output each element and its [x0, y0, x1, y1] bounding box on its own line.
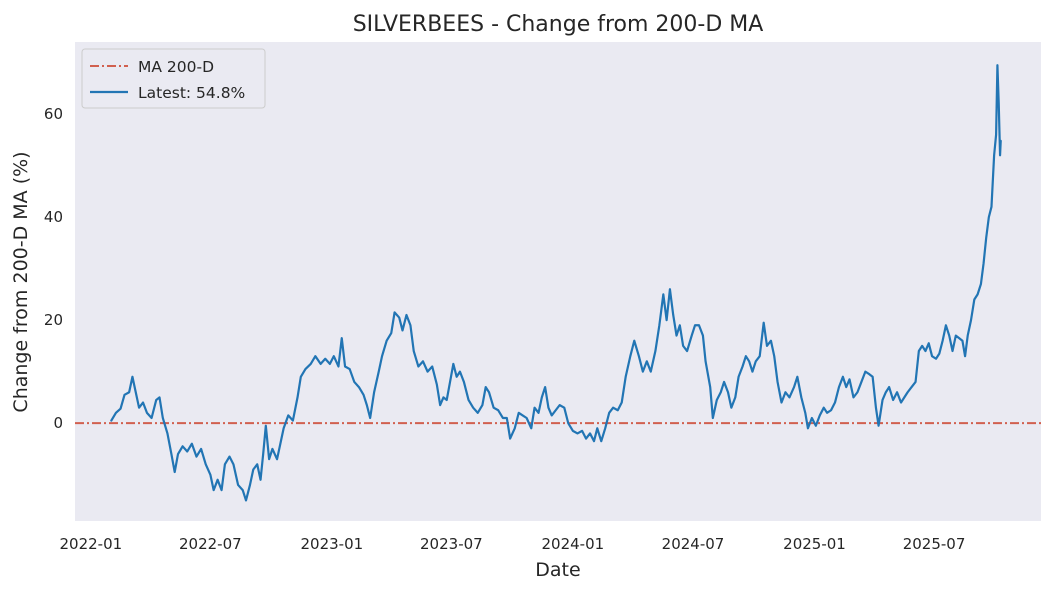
x-tick-label: 2024-01: [542, 535, 605, 553]
y-tick-label: 20: [44, 311, 63, 329]
x-tick-labels: 2022-01 2022-07 2023-01 2023-07 2024-01 2024-…: [60, 535, 966, 553]
x-tick-label: 2025-07: [903, 535, 966, 553]
x-tick-label: 2023-07: [420, 535, 483, 553]
x-tick-label: 2023-01: [301, 535, 364, 553]
legend-label-ma: MA 200-D: [138, 58, 214, 76]
series-line-0: [110, 64, 1002, 502]
x-tick-label: 2022-07: [179, 535, 242, 553]
y-axis-title: Change from 200-D MA (%): [10, 151, 32, 412]
y-tick-label: 0: [53, 414, 63, 432]
legend-frame: [81, 48, 266, 109]
x-tick-label: 2022-01: [60, 535, 123, 553]
y-tick-label: 40: [44, 208, 63, 226]
series-layer: [110, 64, 1002, 502]
x-tick-label: 2025-01: [783, 535, 846, 553]
chart-title: SILVERBEES - Change from 200-D MA: [353, 12, 764, 37]
plot-area: [75, 42, 1041, 521]
x-axis-title: Date: [535, 559, 580, 581]
legend: MA 200-D Latest: 54.8%: [81, 48, 266, 109]
y-tick-labels: 0 20 40 60: [44, 105, 63, 432]
legend-label-latest: Latest: 54.8%: [138, 84, 245, 102]
x-tick-label: 2024-07: [662, 535, 725, 553]
y-tick-label: 60: [44, 105, 63, 123]
